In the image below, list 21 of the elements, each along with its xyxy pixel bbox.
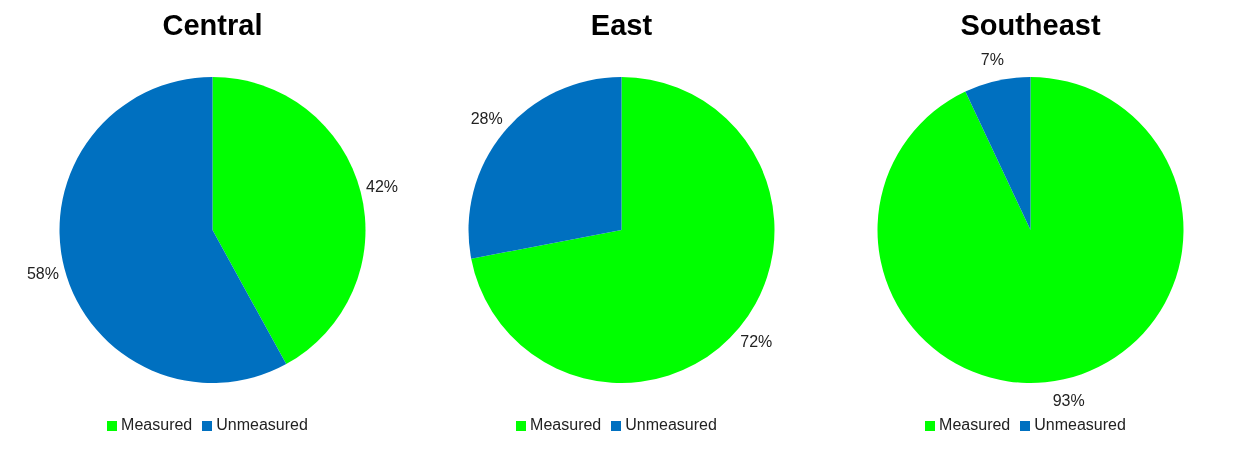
- pie-slice: [468, 77, 622, 259]
- legend-label: Measured: [939, 416, 1011, 433]
- chart-title: Central: [161, 8, 264, 42]
- legend-label: Unmeasured: [625, 416, 717, 433]
- pie-slice: [877, 77, 1184, 383]
- data-label: 72%: [740, 333, 773, 351]
- data-label: 58%: [26, 265, 60, 283]
- pie-slice: [59, 77, 287, 383]
- chart-title: East: [589, 8, 654, 42]
- legend-label: Measured: [530, 416, 602, 433]
- pie-slice: [212, 77, 366, 365]
- legend-label: Unmeasured: [216, 416, 308, 433]
- data-label: 7%: [980, 50, 1004, 68]
- legend-label: Measured: [121, 416, 193, 433]
- pie-slice: [471, 77, 775, 383]
- legend-label: Unmeasured: [1034, 416, 1126, 433]
- data-label: 93%: [1052, 392, 1085, 410]
- data-label: 28%: [470, 109, 503, 127]
- pie-slice: [965, 77, 1031, 230]
- data-label: 42%: [365, 177, 399, 195]
- chart-title: Southeast: [959, 8, 1102, 42]
